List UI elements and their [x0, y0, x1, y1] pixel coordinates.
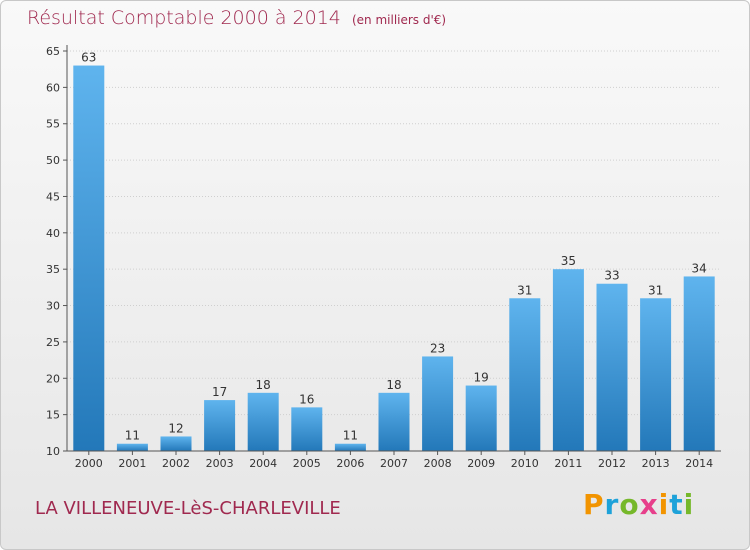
y-tick-label: 65: [46, 45, 60, 58]
y-tick-label: 20: [46, 372, 60, 385]
bar-2000: [73, 65, 105, 451]
bar-2013: [640, 298, 672, 451]
chart-title-unit: (en milliers d'€): [351, 13, 447, 27]
y-tick-label: 10: [46, 445, 60, 458]
y-tick-label: 35: [46, 263, 60, 276]
bar-2002: [160, 436, 192, 451]
bar-2014: [683, 276, 715, 451]
data-label-2000: 63: [81, 51, 96, 65]
y-tick-label: 40: [46, 227, 60, 240]
x-tick-label-2013: 2013: [642, 457, 670, 470]
data-label-2005: 16: [299, 392, 314, 406]
data-label-2011: 35: [561, 254, 576, 268]
data-labels: 63 11 12 17 18 16 11 18 23 19 31 35 33 31 34: [81, 51, 707, 443]
data-label-2003: 17: [212, 385, 227, 399]
bar-2003: [204, 400, 236, 451]
x-tick-label-2001: 2001: [118, 457, 146, 470]
x-tick-label-2007: 2007: [380, 457, 408, 470]
data-label-2012: 33: [604, 269, 619, 283]
x-tick-label-2000: 2000: [75, 457, 103, 470]
data-label-2014: 34: [692, 261, 707, 275]
data-label-2006: 11: [343, 429, 358, 443]
x-tick-label-2010: 2010: [511, 457, 539, 470]
x-tick-label-2002: 2002: [162, 457, 190, 470]
commune-name: LA VILLENEUVE-LèS-CHARLEVILLE: [35, 498, 341, 519]
y-tick-label: 45: [46, 190, 60, 203]
bar-2011: [552, 269, 584, 451]
x-tick-label-2012: 2012: [598, 457, 626, 470]
y-tick-label: 15: [46, 409, 60, 422]
bar-2008: [422, 356, 454, 451]
bar-2001: [116, 443, 148, 451]
y-tick-label: 25: [46, 336, 60, 349]
x-tick-label-2005: 2005: [293, 457, 321, 470]
logo-letter: i: [658, 488, 670, 521]
bar-2009: [465, 385, 497, 451]
y-axis: 10 15 20 25 30 35 40 45 50 55 60 65: [46, 45, 68, 458]
x-tick-label-2006: 2006: [336, 457, 364, 470]
chart-title-main: Résultat Comptable 2000 à 2014: [27, 7, 341, 29]
bar-2004: [247, 392, 279, 451]
x-tick-label-2011: 2011: [554, 457, 582, 470]
bar-2012: [596, 283, 628, 451]
data-label-2001: 11: [125, 429, 140, 443]
x-tick-label-2008: 2008: [424, 457, 452, 470]
bar-2010: [509, 298, 541, 451]
x-axis: 2000 2001 2002 2003 2004 2005 2006 2007 2008 2009…: [67, 450, 721, 470]
bar-2006: [334, 443, 366, 451]
data-label-2013: 31: [648, 283, 663, 297]
proxiti-logo[interactable]: Proxiti: [583, 488, 694, 521]
y-tick-label: 50: [46, 154, 60, 167]
logo-letter: x: [639, 488, 659, 521]
logo-letter: t: [669, 488, 684, 521]
logo-letter: P: [583, 488, 605, 521]
data-label-2008: 23: [430, 341, 445, 355]
logo-letter: r: [604, 488, 620, 521]
y-tick-label: 30: [46, 300, 60, 313]
chart-title: Résultat Comptable 2000 à 2014 (en milli…: [27, 7, 446, 29]
data-label-2002: 12: [168, 421, 183, 435]
x-tick-label-2009: 2009: [467, 457, 495, 470]
x-tick-label-2003: 2003: [206, 457, 234, 470]
logo-letter: i: [683, 488, 695, 521]
x-tick-label-2014: 2014: [685, 457, 713, 470]
bars: [73, 65, 715, 451]
y-tick-label: 55: [46, 118, 60, 131]
data-label-2009: 19: [474, 371, 489, 385]
data-label-2004: 18: [256, 378, 271, 392]
logo-letter: o: [619, 488, 640, 521]
data-label-2007: 18: [386, 378, 401, 392]
bar-2005: [291, 407, 323, 451]
data-label-2010: 31: [517, 283, 532, 297]
y-tick-label: 60: [46, 81, 60, 94]
x-tick-label-2004: 2004: [249, 457, 277, 470]
bar-2007: [378, 392, 410, 451]
